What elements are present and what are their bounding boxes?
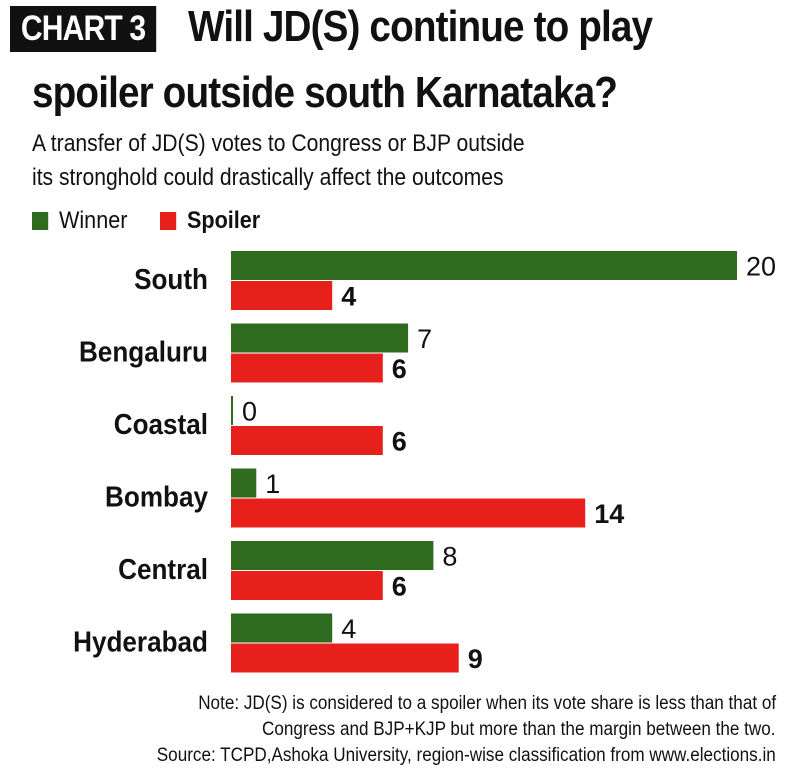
bar-winner-south [231, 251, 737, 280]
data-label-spoiler-central: 6 [392, 572, 407, 602]
source-line: Source: TCPD,Ashoka University, region-w… [156, 745, 776, 766]
category-label-bombay: Bombay [105, 480, 209, 513]
data-label-winner-south: 20 [746, 252, 776, 282]
chart-subtitle-line-1: A transfer of JD(S) votes to Congress or… [32, 130, 525, 157]
legend-item-spoiler: Spoiler [160, 207, 260, 235]
data-label-winner-bengaluru: 7 [417, 324, 432, 354]
chart-subtitle-line-2: its stronghold could drastically affect … [32, 164, 504, 191]
chart-title-line-1: Will JD(S) continue to play [188, 2, 653, 51]
data-label-winner-bombay: 1 [265, 469, 280, 499]
data-label-spoiler-coastal: 6 [392, 427, 407, 457]
category-label-hyderabad: Hyderabad [73, 625, 208, 658]
legend-item-winner: Winner [32, 207, 127, 235]
legend-label-winner: Winner [59, 207, 128, 234]
category-label-south: South [134, 263, 208, 296]
data-label-spoiler-bombay: 14 [594, 499, 624, 529]
data-label-winner-hyderabad: 4 [341, 614, 356, 644]
data-label-winner-coastal: 0 [242, 397, 257, 427]
bar-spoiler-south [231, 281, 333, 310]
bar-winner-hyderabad [231, 613, 333, 643]
category-label-central: Central [118, 553, 208, 586]
bar-spoiler-hyderabad [231, 643, 459, 673]
chart-number-badge: CHART 3 [10, 6, 157, 52]
legend-label-spoiler: Spoiler [187, 207, 261, 234]
data-label-winner-central: 8 [442, 542, 457, 572]
bar-winner-bengaluru [231, 323, 409, 353]
bar-spoiler-bengaluru [231, 353, 383, 383]
bar-winner-central [231, 541, 434, 570]
category-label-bengaluru: Bengaluru [79, 335, 208, 368]
chart-title-line-2: spoiler outside south Karnataka? [32, 68, 618, 117]
bar-spoiler-central [231, 571, 383, 600]
chart-legend: Winner Spoiler [32, 206, 293, 236]
legend-swatch-winner [32, 212, 49, 230]
note-line-1: Note: JD(S) is considered to a spoiler w… [198, 693, 776, 714]
data-label-spoiler-hyderabad: 9 [468, 644, 483, 674]
bar-winner-bombay [231, 468, 257, 498]
legend-swatch-spoiler [160, 212, 177, 230]
bar-spoiler-coastal [231, 426, 383, 455]
note-line-2: Congress and BJP+KJP but more than the m… [262, 719, 776, 740]
data-label-spoiler-bengaluru: 6 [392, 354, 407, 384]
data-label-spoiler-south: 4 [341, 282, 356, 312]
bar-winner-coastal [231, 396, 233, 425]
category-label-coastal: Coastal [114, 408, 208, 441]
bar-spoiler-bombay [231, 498, 586, 528]
